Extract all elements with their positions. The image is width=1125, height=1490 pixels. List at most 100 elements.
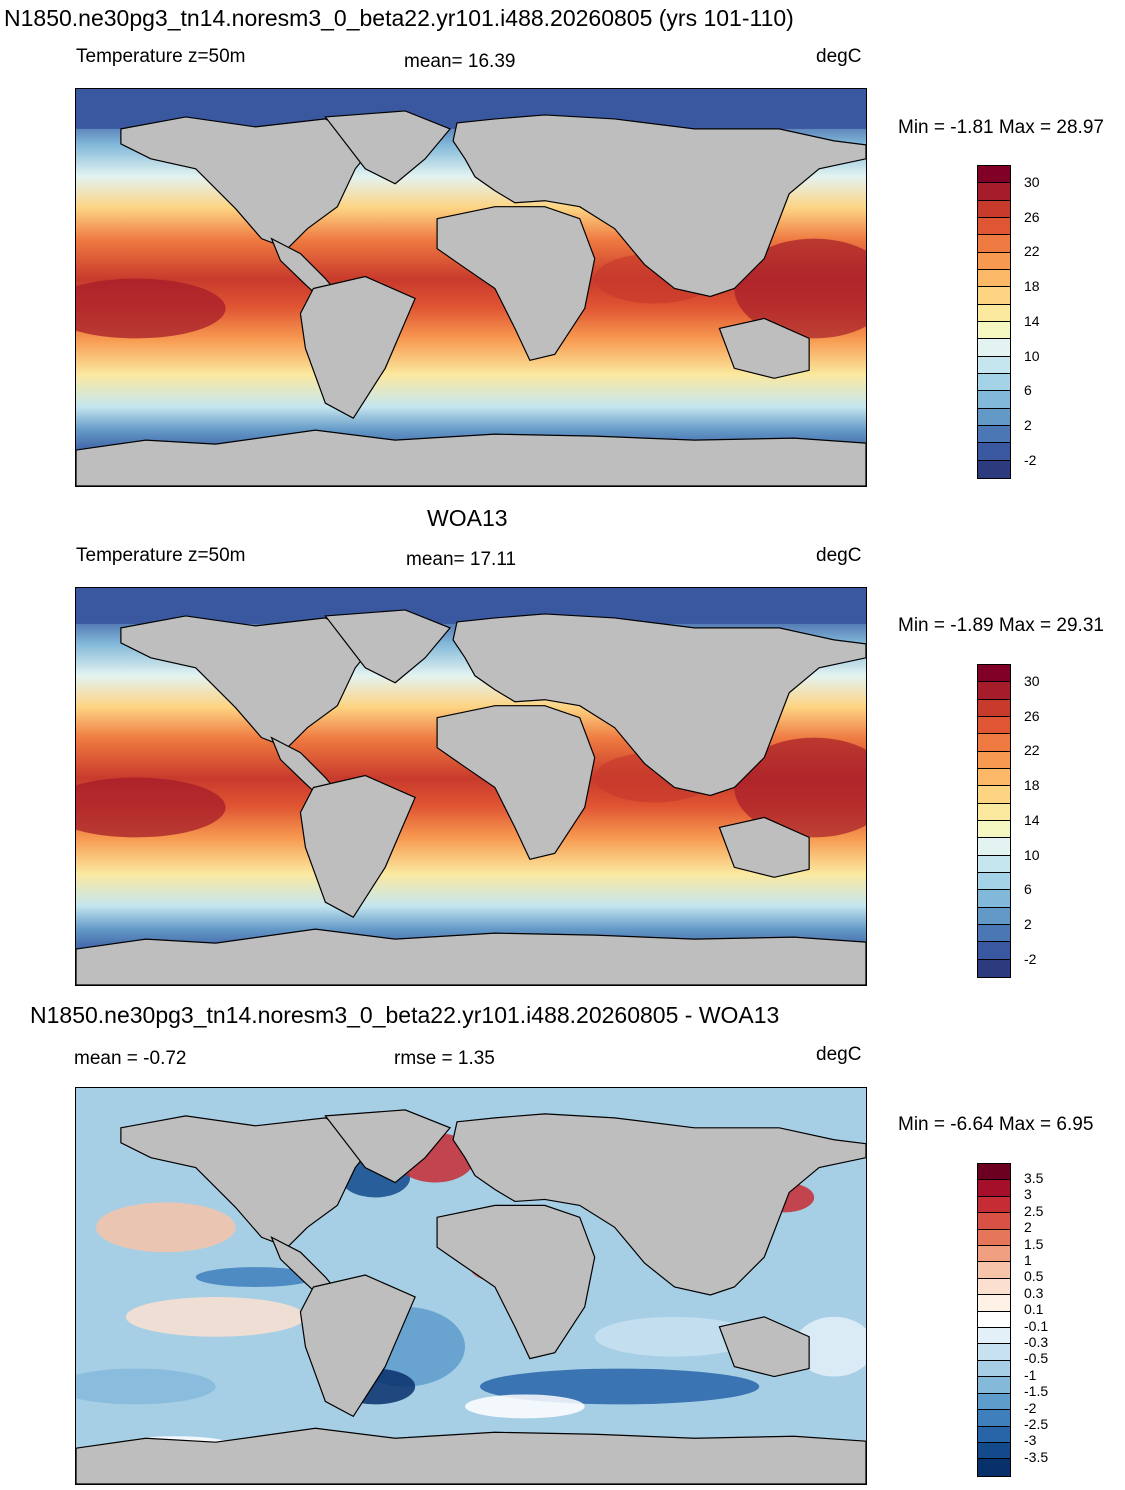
colorbar-segment xyxy=(978,321,1010,340)
warm-pool xyxy=(734,238,894,339)
colorbar-segment xyxy=(978,959,1010,977)
colorbar-tick-label: 0.3 xyxy=(1024,1284,1044,1301)
land-mass xyxy=(718,816,810,878)
colorbar-segment xyxy=(978,1180,1010,1197)
colorbar-segment xyxy=(978,665,1010,683)
colorbar-segment xyxy=(978,1344,1010,1361)
land-mass xyxy=(324,1109,452,1184)
land-mass xyxy=(324,609,452,684)
colorbar-segment xyxy=(978,838,1010,856)
land-mass xyxy=(718,317,810,379)
colorbar-segment xyxy=(978,1229,1010,1247)
land-mass xyxy=(452,1113,867,1296)
warm-pool xyxy=(46,278,226,339)
colorbar-segment xyxy=(978,907,1010,925)
colorbar-tick-label: 30 xyxy=(1024,673,1040,689)
panel2-units-label: degC xyxy=(816,545,862,566)
colorbar-tick-label: -1.5 xyxy=(1024,1383,1049,1400)
panel3-colorbar xyxy=(977,1163,1011,1477)
colorbar-segment xyxy=(978,1262,1010,1279)
panel3-difference-map xyxy=(56,1087,874,1485)
colorbar-segment xyxy=(978,716,1010,735)
colorbar-segment xyxy=(978,1393,1010,1411)
land-mass xyxy=(452,114,867,298)
map-canvas xyxy=(46,588,894,986)
land-mass xyxy=(436,705,596,861)
colorbar-tick-label: -2 xyxy=(1024,1399,1037,1416)
colorbar-tick-label: -0.5 xyxy=(1024,1350,1049,1367)
colorbar-tick-label: 3 xyxy=(1024,1186,1032,1203)
colorbar-tick-label: 1 xyxy=(1024,1252,1032,1268)
panel1-minmax-label: Min = -1.81 Max = 28.97 xyxy=(898,117,1104,138)
panel1-mean-label: mean= 16.39 xyxy=(404,51,516,72)
land-mass xyxy=(436,206,596,362)
colorbar-tick-label: 14 xyxy=(1024,312,1040,329)
colorbar-tick-label: 6 xyxy=(1024,382,1032,399)
panel1-temperature-map xyxy=(46,88,894,487)
panel3-title: N1850.ne30pg3_tn14.noresm3_0_beta22.yr10… xyxy=(30,1002,780,1028)
colorbar-tick-label: 10 xyxy=(1024,347,1040,364)
map-canvas xyxy=(46,89,894,487)
colorbar-segment xyxy=(978,1213,1010,1230)
colorbar-tick-label: 26 xyxy=(1024,208,1040,225)
anomaly-region xyxy=(125,1296,306,1337)
panel2-temperature-map xyxy=(46,587,894,986)
colorbar-segment xyxy=(978,1442,1010,1460)
colorbar-tick-label: 26 xyxy=(1024,707,1040,724)
colorbar-segment xyxy=(978,1426,1010,1443)
colorbar-segment xyxy=(978,304,1010,322)
colorbar-segment xyxy=(978,786,1010,804)
colorbar-tick-label: 2.5 xyxy=(1024,1202,1044,1219)
colorbar-tick-label: -0.1 xyxy=(1024,1317,1049,1334)
panel1-variable-label: Temperature z=50m xyxy=(76,46,246,67)
colorbar-segment xyxy=(978,1410,1010,1427)
colorbar-tick-label: -2 xyxy=(1024,451,1037,468)
colorbar-segment xyxy=(978,820,1010,839)
anomaly-region xyxy=(56,1368,216,1405)
colorbar-segment xyxy=(978,699,1010,717)
colorbar-tick-label: -2 xyxy=(1024,950,1037,967)
panel3-minmax-label: Min = -6.64 Max = 6.95 xyxy=(898,1114,1094,1135)
colorbar-segment xyxy=(978,1246,1010,1263)
colorbar-segment xyxy=(978,1278,1010,1296)
colorbar-tick-label: 18 xyxy=(1024,777,1040,794)
colorbar-segment xyxy=(978,217,1010,236)
colorbar-segment xyxy=(978,425,1010,444)
land-mass xyxy=(120,615,377,749)
colorbar-tick-label: 30 xyxy=(1024,174,1040,190)
colorbar-segment xyxy=(978,166,1010,184)
panel3-rmse-label: rmse = 1.35 xyxy=(394,1048,495,1069)
land-mass xyxy=(299,275,416,419)
colorbar-segment xyxy=(978,339,1010,357)
colorbar-segment xyxy=(978,252,1010,270)
colorbar-segment xyxy=(978,855,1010,873)
land-mass xyxy=(718,1316,810,1378)
land-mass xyxy=(436,1204,596,1360)
colorbar-tick-label: 0.5 xyxy=(1024,1268,1044,1285)
colorbar-segment xyxy=(978,443,1010,461)
colorbar-segment xyxy=(978,1196,1010,1214)
anomaly-region xyxy=(465,1394,585,1419)
colorbar-tick-label: 2 xyxy=(1024,1219,1032,1236)
panel2-colorbar xyxy=(977,664,1011,978)
colorbar-segment xyxy=(978,1459,1010,1476)
colorbar-segment xyxy=(978,768,1010,787)
panel2-minmax-label: Min = -1.89 Max = 29.31 xyxy=(898,615,1104,636)
anomaly-region xyxy=(594,1316,755,1357)
colorbar-segment xyxy=(978,235,1010,253)
panel3-units-label: degC xyxy=(816,1044,862,1065)
panel2-title: WOA13 xyxy=(427,505,508,531)
land-mass xyxy=(452,613,867,797)
colorbar-tick-label: 6 xyxy=(1024,881,1032,898)
panel2-mean-label: mean= 17.11 xyxy=(406,549,517,570)
colorbar-segment xyxy=(978,682,1010,700)
colorbar-tick-label: 22 xyxy=(1024,742,1040,759)
land-mass xyxy=(120,1115,377,1248)
colorbar-tick-label: 18 xyxy=(1024,278,1040,295)
colorbar-tick-label: 14 xyxy=(1024,811,1040,828)
warm-pool xyxy=(46,777,226,838)
colorbar-tick-label: 22 xyxy=(1024,243,1040,260)
map-canvas xyxy=(56,1088,874,1485)
colorbar-segment xyxy=(978,924,1010,943)
anomaly-region xyxy=(479,1368,760,1405)
